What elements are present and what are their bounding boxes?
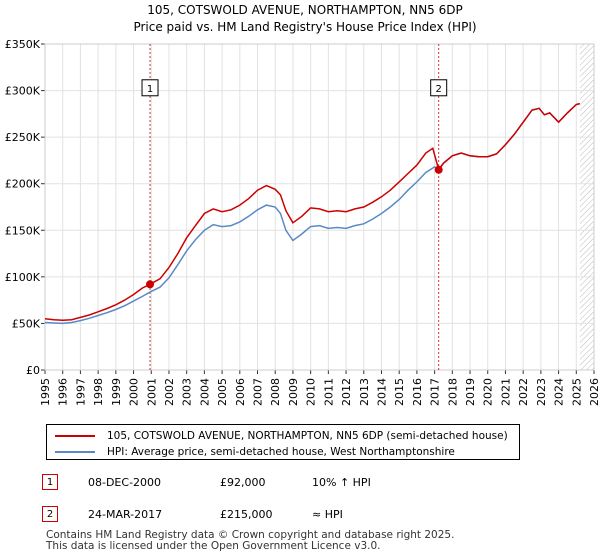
legend-swatch-hpi bbox=[55, 451, 95, 453]
x-tick-label: 2004 bbox=[198, 378, 211, 406]
legend-item-hpi: HPI: Average price, semi-detached house,… bbox=[55, 444, 455, 460]
x-tick-label: 2025 bbox=[570, 378, 583, 406]
legend-item-property: 105, COTSWOLD AVENUE, NORTHAMPTON, NN5 6… bbox=[55, 428, 508, 444]
annotation-box bbox=[141, 79, 159, 97]
legend-label-hpi: HPI: Average price, semi-detached house,… bbox=[107, 446, 455, 458]
y-tick-label: £200K bbox=[5, 178, 41, 191]
x-tick-label: 2016 bbox=[411, 378, 424, 406]
sale-marker: 2 bbox=[42, 506, 58, 522]
sale-date: 24-MAR-2017 bbox=[88, 508, 163, 521]
projection-region bbox=[579, 44, 594, 370]
property-price-line bbox=[44, 102, 580, 321]
sale-point bbox=[146, 280, 155, 289]
x-tick-label: 2005 bbox=[216, 378, 229, 406]
y-tick-label: £100K bbox=[5, 271, 41, 284]
x-tick-label: 2023 bbox=[535, 378, 548, 406]
x-tick-label: 2022 bbox=[517, 378, 530, 406]
sale-row: 1 08-DEC-2000 £92,000 10% ↑ HPI bbox=[42, 474, 582, 496]
annotation-label: 1 bbox=[147, 84, 153, 95]
sales-table: 1 08-DEC-2000 £92,000 10% ↑ HPI 2 24-MAR… bbox=[42, 474, 582, 538]
sale-row: 2 24-MAR-2017 £215,000 ≈ HPI bbox=[42, 506, 582, 528]
legend-swatch-property bbox=[55, 435, 95, 437]
sale-hpi-comparison: 10% ↑ HPI bbox=[312, 476, 371, 489]
sale-hpi-comparison: ≈ HPI bbox=[312, 508, 343, 521]
x-tick-label: 2026 bbox=[588, 378, 600, 406]
chart-title: 105, COTSWOLD AVENUE, NORTHAMPTON, NN5 6… bbox=[147, 3, 463, 17]
sale-price: £92,000 bbox=[220, 476, 266, 489]
y-tick-label: £150K bbox=[5, 224, 41, 237]
x-tick-label: 2009 bbox=[287, 378, 300, 406]
legend: 105, COTSWOLD AVENUE, NORTHAMPTON, NN5 6… bbox=[46, 424, 520, 460]
x-tick-label: 2003 bbox=[181, 378, 194, 406]
x-tick-label: 1997 bbox=[74, 378, 87, 406]
sale-point bbox=[434, 165, 443, 174]
x-tick-label: 2017 bbox=[429, 378, 442, 406]
y-tick-label: £0 bbox=[26, 364, 40, 377]
x-tick-label: 2006 bbox=[234, 378, 247, 406]
x-tick-label: 2002 bbox=[163, 378, 176, 406]
y-tick-label: £50K bbox=[12, 317, 41, 330]
footer: Contains HM Land Registry data © Crown c… bbox=[46, 530, 454, 552]
x-tick-label: 1999 bbox=[110, 378, 123, 406]
y-tick-label: £250K bbox=[5, 131, 41, 144]
annotation-label: 2 bbox=[435, 84, 441, 95]
x-tick-label: 2010 bbox=[305, 378, 318, 406]
x-tick-label: 2019 bbox=[464, 378, 477, 406]
x-tick-label: 1996 bbox=[57, 378, 70, 406]
x-tick-label: 2015 bbox=[393, 378, 406, 406]
x-tick-label: 2008 bbox=[269, 378, 282, 406]
x-tick-label: 2011 bbox=[322, 378, 335, 406]
x-tick-label: 2014 bbox=[375, 378, 388, 406]
x-tick-label: 1995 bbox=[39, 378, 52, 406]
x-tick-label: 2013 bbox=[358, 378, 371, 406]
footer-copyright: Contains HM Land Registry data © Crown c… bbox=[46, 529, 455, 541]
footer-license: This data is licensed under the Open Gov… bbox=[46, 540, 381, 552]
x-tick-label: 2007 bbox=[252, 378, 265, 406]
sale-price: £215,000 bbox=[220, 508, 273, 521]
chart-subtitle: Price paid vs. HM Land Registry's House … bbox=[133, 20, 476, 34]
x-tick-label: 2020 bbox=[482, 378, 495, 406]
x-tick-label: 2021 bbox=[499, 378, 512, 406]
price-chart: 105, COTSWOLD AVENUE, NORTHAMPTON, NN5 6… bbox=[5, 3, 600, 406]
x-tick-label: 2018 bbox=[446, 378, 459, 406]
y-tick-label: £350K bbox=[5, 38, 41, 51]
x-tick-label: 2012 bbox=[340, 378, 353, 406]
sale-date: 08-DEC-2000 bbox=[88, 476, 162, 489]
annotation-box bbox=[430, 79, 448, 97]
plot-frame bbox=[44, 43, 595, 371]
plot-area bbox=[45, 44, 594, 370]
x-tick-label: 2024 bbox=[553, 378, 566, 406]
x-tick-label: 2001 bbox=[145, 378, 158, 406]
sale-marker: 1 bbox=[42, 474, 58, 490]
x-tick-label: 1998 bbox=[92, 378, 105, 406]
legend-label-property: 105, COTSWOLD AVENUE, NORTHAMPTON, NN5 6… bbox=[107, 430, 508, 442]
x-tick-label: 2000 bbox=[128, 378, 141, 406]
y-tick-label: £300K bbox=[5, 85, 41, 98]
